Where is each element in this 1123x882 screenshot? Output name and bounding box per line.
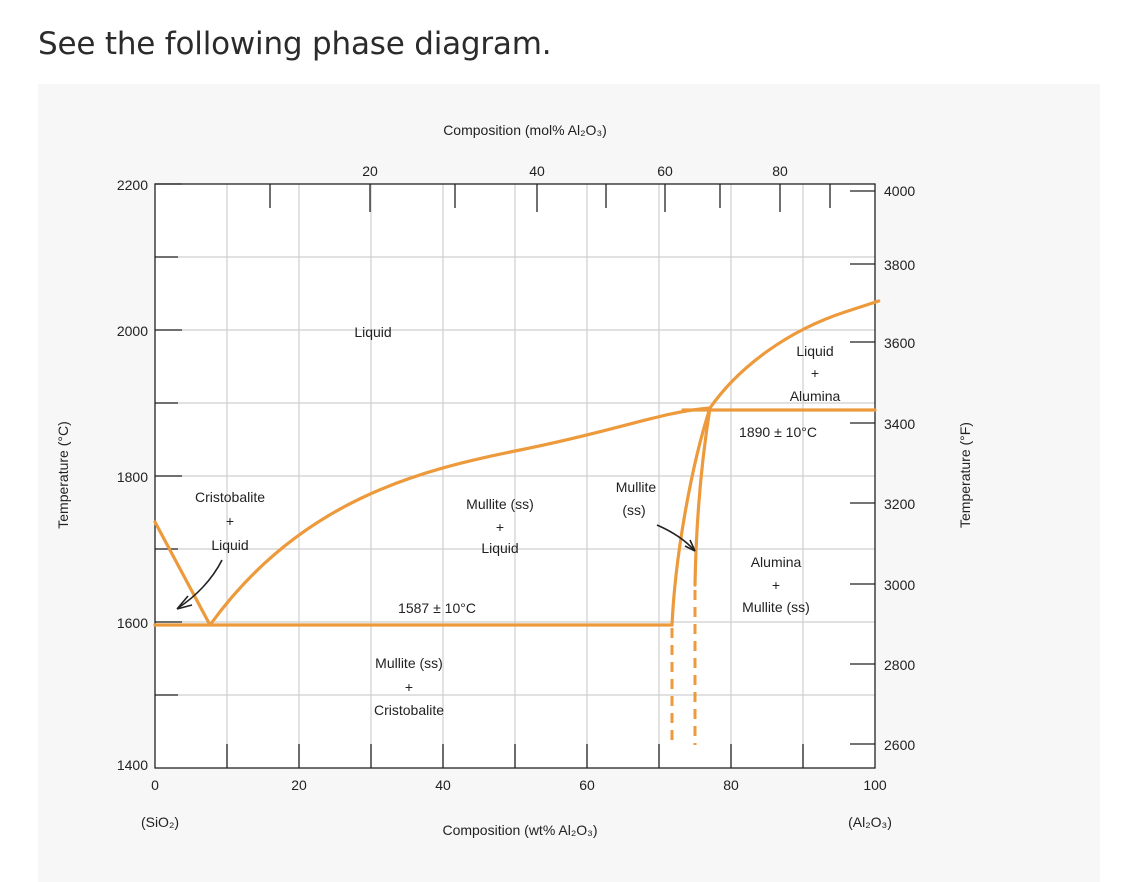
right-tick-3200: 3200 <box>884 496 915 512</box>
region-alumina-mullite-line3: Mullite (ss) <box>742 599 810 615</box>
top-axis-title: Composition (mol% Al₂O₃) <box>443 122 607 138</box>
region-mullite-cristobalite-line3: Cristobalite <box>374 702 444 718</box>
annotation-arrows <box>176 524 696 610</box>
region-mullite-cristobalite-line2: + <box>405 679 413 695</box>
right-tick-3000: 3000 <box>884 577 915 593</box>
left-tick-2200: 2200 <box>117 177 148 193</box>
mullite-right-solvus <box>693 406 712 587</box>
region-cristobalite-liquid-line1: Cristobalite <box>195 489 265 505</box>
region-liquid-alumina-line3: Alumina <box>790 388 841 404</box>
top-ticks <box>269 184 831 212</box>
cristobalite-arrow <box>177 559 223 609</box>
region-cristobalite-liquid-line2: + <box>226 513 234 529</box>
region-alumina-mullite-line2: + <box>772 577 780 593</box>
right-axis-title: Temperature (°F) <box>957 422 973 528</box>
bottom-tick-20: 20 <box>291 777 307 793</box>
region-mullite-liquid-line3: Liquid <box>481 540 518 556</box>
top-tick-60: 60 <box>657 163 673 179</box>
region-cristobalite-liquid-line3: Liquid <box>211 537 248 553</box>
region-alumina-mullite-line1: Alumina <box>751 554 802 570</box>
left-tick-1800: 1800 <box>117 469 148 485</box>
mullite-liquidus <box>208 406 712 627</box>
bottom-ticks <box>226 744 804 768</box>
region-mullite-liquid-line1: Mullite (ss) <box>466 496 534 512</box>
sio2-end-label: (SiO₂) <box>141 814 179 830</box>
bottom-tick-0: 0 <box>151 777 159 793</box>
bottom-axis-title: Composition (wt% Al₂O₃) <box>442 822 597 838</box>
mullite-left-solvus <box>670 406 712 627</box>
region-mullite-ss-line1: Mullite <box>616 479 657 495</box>
region-liquid-alumina-line2: + <box>811 365 819 381</box>
region-mullite-ss-line2: (ss) <box>622 502 645 518</box>
right-tick-3400: 3400 <box>884 416 915 432</box>
left-tick-2000: 2000 <box>117 323 148 339</box>
right-tick-4000: 4000 <box>884 183 915 199</box>
mullite-arrow <box>656 524 695 551</box>
left-axis-title: Temperature (°C) <box>55 421 71 529</box>
right-ticks <box>850 190 875 745</box>
region-mullite-liquid-line2: + <box>496 519 504 535</box>
cristobalite-liquidus <box>153 520 212 627</box>
alumina-liquidus <box>708 299 881 410</box>
left-tick-1400: 1400 <box>117 757 148 773</box>
top-tick-40: 40 <box>529 163 545 179</box>
top-tick-20: 20 <box>362 163 378 179</box>
region-liquid-alumina-line1: Liquid <box>796 343 833 359</box>
page-heading: See the following phase diagram. <box>38 26 552 62</box>
bottom-tick-80: 80 <box>723 777 739 793</box>
right-tick-2600: 2600 <box>884 737 915 753</box>
bottom-tick-60: 60 <box>579 777 595 793</box>
left-ticks <box>155 183 182 696</box>
left-tick-1600: 1600 <box>117 615 148 631</box>
bottom-tick-100: 100 <box>863 777 887 793</box>
region-liquid: Liquid <box>354 324 391 340</box>
al2o3-end-label: (Al₂O₃) <box>848 814 892 830</box>
bottom-tick-40: 40 <box>435 777 451 793</box>
right-tick-3800: 3800 <box>884 257 915 273</box>
mullite-dashed-boundaries <box>670 590 697 745</box>
horizontal-grid <box>155 256 875 696</box>
phase-boundaries <box>153 299 881 627</box>
eutectic-low-label: 1587 ± 10°C <box>398 600 476 616</box>
eutectic-high-label: 1890 ± 10°C <box>739 424 817 440</box>
right-tick-2800: 2800 <box>884 657 915 673</box>
right-tick-3600: 3600 <box>884 335 915 351</box>
region-mullite-cristobalite-line1: Mullite (ss) <box>375 655 443 671</box>
top-tick-80: 80 <box>772 163 788 179</box>
